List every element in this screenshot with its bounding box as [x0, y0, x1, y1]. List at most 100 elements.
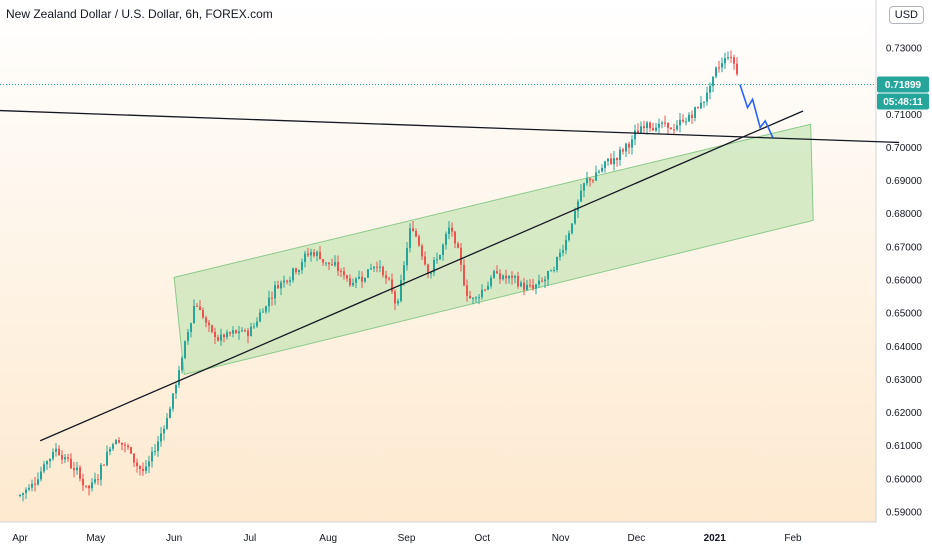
candle-body	[586, 178, 588, 184]
candle-body	[559, 252, 561, 258]
candle-body	[502, 275, 504, 280]
candle-body	[601, 168, 603, 172]
candle-body	[700, 102, 702, 109]
candle-body	[691, 114, 693, 118]
candle-body	[22, 493, 24, 496]
candle-body	[58, 448, 60, 456]
candle-body	[412, 228, 414, 232]
candle-body	[619, 149, 621, 161]
candle-body	[295, 268, 297, 273]
candle-body	[424, 256, 426, 265]
candle-body	[142, 468, 144, 471]
candle-body	[304, 253, 306, 262]
trendline-drawings[interactable]	[0, 84, 900, 442]
projection-path[interactable]	[739, 84, 774, 138]
currency-button[interactable]: USD	[888, 6, 924, 24]
candle-body	[163, 428, 165, 434]
candle-body	[49, 458, 51, 462]
candle-body	[616, 158, 618, 161]
candle-body	[526, 284, 528, 290]
candle-body	[229, 332, 231, 334]
candle-body	[532, 284, 534, 289]
candle-body	[574, 210, 576, 224]
channel-drawing[interactable]	[173, 123, 814, 376]
candle-body	[118, 440, 120, 443]
candle-body	[445, 234, 447, 245]
candle-body	[259, 312, 261, 322]
candle-body	[712, 76, 714, 86]
candle-body	[625, 143, 627, 152]
candle-body	[487, 285, 489, 290]
candle-body	[268, 297, 270, 307]
candle-body	[181, 358, 183, 371]
candle-body	[271, 297, 273, 299]
candle-body	[103, 464, 105, 466]
candle-body	[385, 275, 387, 279]
candle-body	[646, 122, 648, 129]
candle-body	[145, 466, 147, 471]
candle-body	[403, 265, 405, 281]
candle-body	[562, 250, 564, 253]
candle-body	[421, 245, 423, 257]
candle-body	[76, 467, 78, 471]
candle-body	[220, 334, 222, 341]
candle-body	[733, 57, 735, 64]
price-tick-label: 0.73000	[886, 44, 923, 55]
candle-body	[376, 266, 378, 268]
candle-body	[184, 341, 186, 359]
candle-body	[274, 285, 276, 299]
candle-body	[349, 278, 351, 286]
candle-body	[157, 441, 159, 452]
candle-body	[205, 317, 207, 323]
candle-body	[451, 227, 453, 232]
channel-rectangle[interactable]	[173, 123, 814, 376]
candle-body	[28, 487, 30, 490]
candle-body	[415, 231, 417, 237]
candle-body	[337, 262, 339, 271]
candle-body	[25, 489, 27, 494]
uptrend-line[interactable]	[39, 110, 804, 442]
candle-body	[622, 149, 624, 152]
last-price-value: 0.71899	[885, 80, 922, 91]
candle-body	[523, 282, 525, 290]
candle-body	[367, 269, 369, 278]
candle-body	[706, 92, 708, 102]
candle-body	[394, 291, 396, 304]
candle-body	[613, 158, 615, 165]
candle-body	[37, 479, 39, 485]
candle-body	[316, 251, 318, 256]
candle-body	[88, 485, 90, 489]
time-axis-panel[interactable]	[0, 522, 932, 550]
candle-body	[124, 444, 126, 446]
candle-body	[100, 464, 102, 480]
candle-body	[409, 228, 411, 249]
candle-body	[208, 322, 210, 326]
candle-body	[232, 330, 234, 334]
candle-body	[736, 63, 738, 75]
candle-body	[64, 457, 66, 460]
candle-body	[289, 280, 291, 282]
candle-body	[724, 58, 726, 64]
candle-body	[466, 285, 468, 296]
candle-body	[550, 270, 552, 272]
candle-body	[262, 311, 264, 313]
candle-body	[529, 284, 531, 286]
candle-body	[628, 143, 630, 148]
candle-body	[604, 161, 606, 169]
candle-body	[340, 270, 342, 272]
candle-body	[583, 183, 585, 191]
candle-body	[400, 280, 402, 301]
candle-body	[73, 468, 75, 471]
candle-body	[493, 271, 495, 278]
candle-body	[406, 248, 408, 266]
candle-body	[571, 223, 573, 234]
price-tick-label: 0.71000	[886, 110, 923, 121]
candle-body	[688, 114, 690, 122]
candle-body	[418, 236, 420, 246]
price-tick-label: 0.63000	[886, 375, 923, 386]
candle-body	[115, 440, 117, 445]
candle-body	[664, 122, 666, 124]
resistance-line[interactable]	[0, 109, 900, 144]
candle-body	[247, 330, 249, 337]
